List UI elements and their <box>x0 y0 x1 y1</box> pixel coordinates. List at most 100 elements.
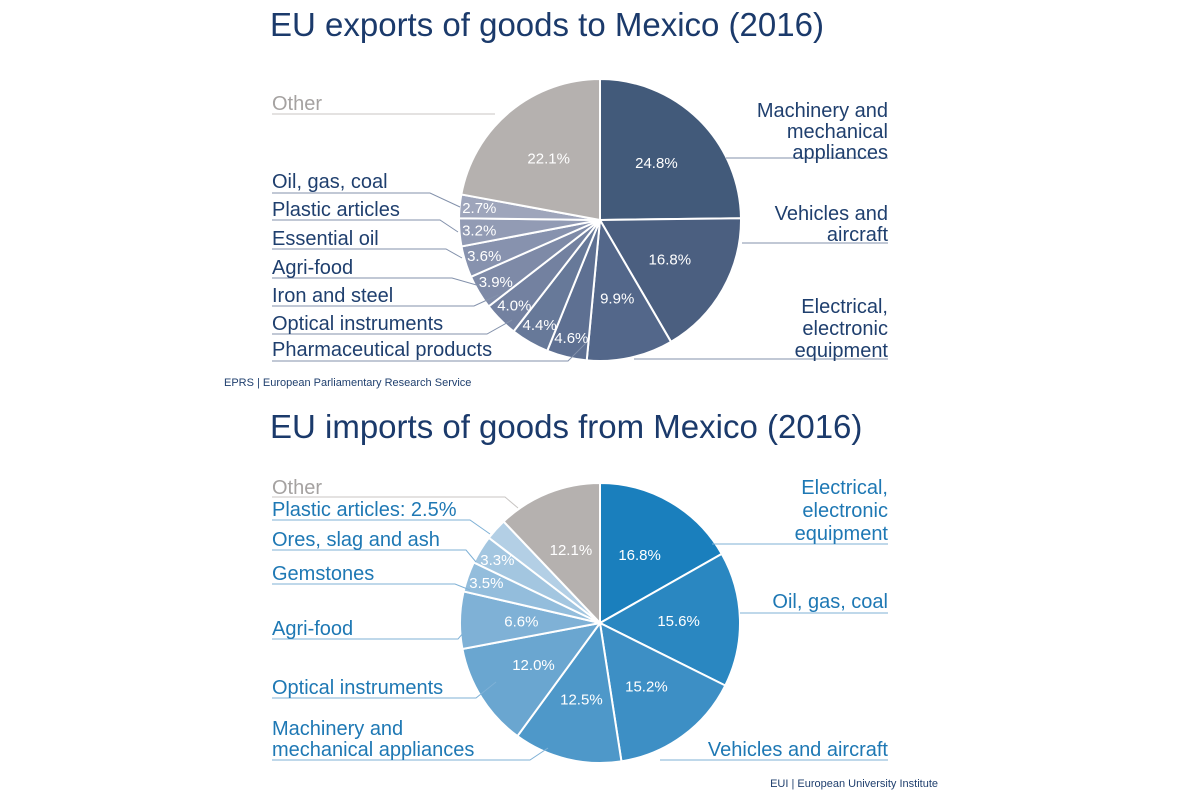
import-pct-ores-slag-and-ash: 3.3% <box>480 552 514 569</box>
export-label-agri-food: Agri-food <box>272 257 353 279</box>
export-label-line: Vehicles and <box>775 203 888 225</box>
export-pct-iron-and-steel: 4.0% <box>497 298 531 315</box>
import-label-line: Other <box>272 477 322 499</box>
export-pct-agri-food: 3.9% <box>479 274 513 291</box>
export-label-line: Plastic articles <box>272 199 400 221</box>
imports-chart-title: EU imports of goods from Mexico (2016) <box>270 408 862 445</box>
import-label-line: Agri-food <box>272 618 353 640</box>
export-leader-agri-food <box>272 277 481 287</box>
export-label-other: Other <box>272 93 322 115</box>
import-slice-oil-gas-coal <box>597 552 741 687</box>
export-label-line: Oil, gas, coal <box>272 171 388 193</box>
export-label-line: Other <box>272 93 322 115</box>
import-label-line: mechanical appliances <box>272 739 474 761</box>
import-leader-machinery-and-mechanical-appliances <box>272 747 549 761</box>
import-label-line: Electrical, <box>801 477 888 499</box>
export-leader-optical-instruments <box>272 319 513 335</box>
import-label-agri-food: Agri-food <box>272 618 353 640</box>
export-label-oil-gas-coal: Oil, gas, coal <box>272 171 388 193</box>
export-pct-pharmaceutical-products: 4.6% <box>554 330 588 347</box>
import-label-plastic-articles-2-5: Plastic articles: 2.5% <box>272 499 457 521</box>
export-label-line: Iron and steel <box>272 285 393 307</box>
export-slice-machinery-and-mechanical-appliances <box>599 77 743 222</box>
import-pct-machinery-and-mechanical-appliances: 12.5% <box>560 691 603 708</box>
import-slice-other <box>502 481 601 626</box>
export-pct-essential-oil: 3.6% <box>467 248 501 265</box>
import-label-line: Gemstones <box>272 563 374 585</box>
import-pct-optical-instruments: 12.0% <box>512 657 555 674</box>
import-pct-electrical-electronic-equipment: 16.8% <box>618 547 661 564</box>
export-label-line: Essential oil <box>272 228 379 250</box>
export-label-line: appliances <box>792 142 888 164</box>
export-slice-vehicles-and-aircraft <box>598 217 742 344</box>
import-label-gemstones: Gemstones <box>272 563 374 585</box>
export-label-pharmaceutical-products: Pharmaceutical products <box>272 339 492 361</box>
import-label-line: Vehicles and aircraft <box>708 739 889 761</box>
export-pct-vehicles-and-aircraft: 16.8% <box>649 252 692 269</box>
export-pct-machinery-and-mechanical-appliances: 24.8% <box>635 155 678 172</box>
exports-source: EPRS | European Parliamentary Research S… <box>224 377 471 389</box>
import-pct-vehicles-and-aircraft: 15.2% <box>625 679 668 696</box>
import-pct-agri-food: 6.6% <box>504 613 538 630</box>
imports-pie: 16.8% 15.6% 15.2% 12.5% 12.0% 6.6% 3.5% 3.3% 12.… <box>459 481 741 764</box>
export-label-line: mechanical <box>787 121 888 143</box>
export-label-iron-and-steel: Iron and steel <box>272 285 393 307</box>
import-label-optical-instruments: Optical instruments <box>272 677 443 699</box>
import-label-line: equipment <box>795 523 889 545</box>
imports-labels: Electrical, electronic equipment Oil, gas, … <box>272 477 888 761</box>
import-label-ores-slag-and-ash: Ores, slag and ash <box>272 529 440 551</box>
export-label-optical-instruments: Optical instruments <box>272 313 443 335</box>
import-leader-ores-slag-and-ash <box>272 549 477 563</box>
import-label-machinery-and-mechanical-appliances: Machinery and mechanical appliances <box>272 718 474 761</box>
import-label-line: Machinery and <box>272 718 403 740</box>
export-label-vehicles-and-aircraft: Vehicles and aircraft <box>775 203 889 246</box>
export-slice-other <box>460 77 601 222</box>
import-label-electrical-electronic-equipment: Electrical, electronic equipment <box>795 477 889 545</box>
export-leader-pharmaceutical-products <box>272 342 587 362</box>
import-label-oil-gas-coal: Oil, gas, coal <box>772 591 888 613</box>
import-slice-machinery-and-mechanical-appliances <box>516 620 623 764</box>
export-label-line: aircraft <box>827 224 889 246</box>
import-leader-other <box>272 496 519 509</box>
export-label-electrical-electronic-equipment: Electrical, electronic equipment <box>795 296 889 362</box>
export-leader-oil-gas-coal <box>272 192 461 208</box>
export-label-line: Agri-food <box>272 257 353 279</box>
import-leader-agri-food <box>272 624 471 640</box>
export-slice-electrical-electronic-equipment <box>585 216 673 362</box>
import-leader-gemstones <box>272 583 471 591</box>
import-pct-gemstones: 3.5% <box>469 575 503 592</box>
export-leader-iron-and-steel <box>272 294 499 307</box>
export-label-essential-oil: Essential oil <box>272 228 379 250</box>
exports-pie: 24.8% 16.8% 9.9% 4.6%4.4% 4.0% 3.9% 3.6% 3.2% 2.… <box>457 77 743 362</box>
export-pct-optical-instruments: 4.4% <box>522 317 556 334</box>
exports-chart-title: EU exports of goods to Mexico (2016) <box>270 6 824 43</box>
import-pct-other: 12.1% <box>550 542 593 559</box>
export-pct-oil-gas-coal: 2.7% <box>462 200 496 217</box>
import-leader-plastic-articles-2-5 <box>272 519 491 535</box>
export-pct-plastic-articles: 3.2% <box>462 223 496 240</box>
import-label-line: electronic <box>802 500 888 522</box>
exports-labels: Machinery and mechanical appliances Vehicle… <box>272 93 888 362</box>
imports-source: EUI | European University Institute <box>770 778 938 790</box>
export-leader-plastic-articles <box>272 219 459 233</box>
import-label-line: Optical instruments <box>272 677 443 699</box>
export-label-line: Machinery and <box>757 100 888 122</box>
import-label-vehicles-and-aircraft: Vehicles and aircraft <box>708 739 889 761</box>
export-pct-electrical-electronic-equipment: 9.9% <box>600 290 634 307</box>
import-leader-optical-instruments <box>272 681 497 699</box>
export-label-line: Electrical, <box>801 296 888 318</box>
export-leader-essential-oil <box>272 248 463 259</box>
import-slice-vehicles-and-aircraft <box>598 621 727 763</box>
import-pct-oil-gas-coal: 15.6% <box>657 613 700 630</box>
import-label-line: Ores, slag and ash <box>272 529 440 551</box>
import-label-line: Plastic articles: 2.5% <box>272 499 457 521</box>
export-label-line: equipment <box>795 340 889 362</box>
export-label-line: Pharmaceutical products <box>272 339 492 361</box>
export-pct-other: 22.1% <box>527 150 570 167</box>
import-label-line: Oil, gas, coal <box>772 591 888 613</box>
import-slice-optical-instruments <box>461 621 603 738</box>
export-label-line: electronic <box>802 318 888 340</box>
export-label-plastic-articles: Plastic articles <box>272 199 400 221</box>
import-label-other: Other <box>272 477 322 499</box>
